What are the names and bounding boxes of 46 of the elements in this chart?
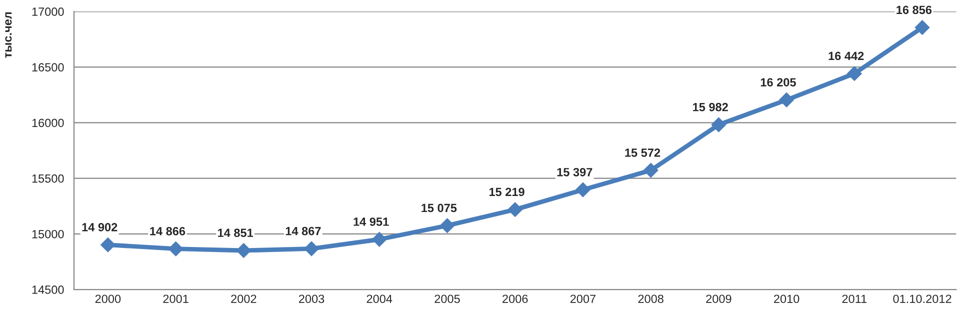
data-label: 15 397 bbox=[557, 168, 592, 176]
y-tick-label: 16500 bbox=[32, 63, 64, 72]
point bbox=[100, 237, 116, 252]
y-tick-label: 16000 bbox=[32, 118, 64, 128]
x-tick-label: 2006 bbox=[502, 294, 528, 304]
point bbox=[847, 66, 862, 81]
data-label: 14 867 bbox=[286, 226, 321, 236]
x-tick-label: 2000 bbox=[95, 294, 121, 304]
y-axis-title: тыс.чел bbox=[5, 12, 12, 58]
y-tick-label: 15500 bbox=[32, 174, 64, 183]
point bbox=[779, 92, 794, 108]
x-tick-label: 2001 bbox=[163, 294, 188, 304]
point bbox=[372, 232, 387, 247]
x-tick-label: 2003 bbox=[298, 294, 324, 304]
data-label: 14 866 bbox=[150, 227, 186, 236]
x-tick-label: 2005 bbox=[434, 294, 460, 304]
data-label: 15 219 bbox=[489, 188, 524, 196]
data-label: 15 572 bbox=[625, 148, 660, 157]
point bbox=[914, 20, 930, 35]
y-tick-label: 14500 bbox=[32, 286, 64, 294]
x-tick-label: 01.10.2012 bbox=[893, 294, 952, 304]
point bbox=[168, 241, 184, 256]
data-label: 14 851 bbox=[218, 228, 254, 238]
x-tick-label: 2002 bbox=[231, 294, 256, 304]
point bbox=[576, 182, 590, 198]
x-tick-label: 2007 bbox=[570, 294, 596, 304]
point bbox=[440, 218, 455, 233]
x-tick-label: 2008 bbox=[638, 294, 664, 304]
point bbox=[508, 202, 522, 217]
data-label: 15 982 bbox=[693, 102, 728, 112]
data-label: 16 205 bbox=[760, 78, 796, 86]
point bbox=[643, 162, 658, 178]
point bbox=[304, 241, 319, 256]
y-tick-label: 15000 bbox=[32, 230, 64, 238]
data-label: 16 856 bbox=[896, 6, 932, 14]
point bbox=[711, 117, 726, 132]
point bbox=[236, 243, 252, 258]
data-label: 14 902 bbox=[82, 223, 118, 232]
x-tick-label: 2009 bbox=[706, 294, 732, 304]
x-tick-label: 2010 bbox=[774, 294, 800, 304]
data-label: 15 075 bbox=[422, 204, 457, 212]
data-label: 16 442 bbox=[828, 52, 864, 60]
y-tick-label: 17000 bbox=[32, 8, 64, 16]
x-tick-label: 2004 bbox=[366, 294, 392, 304]
data-label: 14 951 bbox=[354, 218, 389, 226]
x-tick-label: 2011 bbox=[842, 294, 867, 304]
